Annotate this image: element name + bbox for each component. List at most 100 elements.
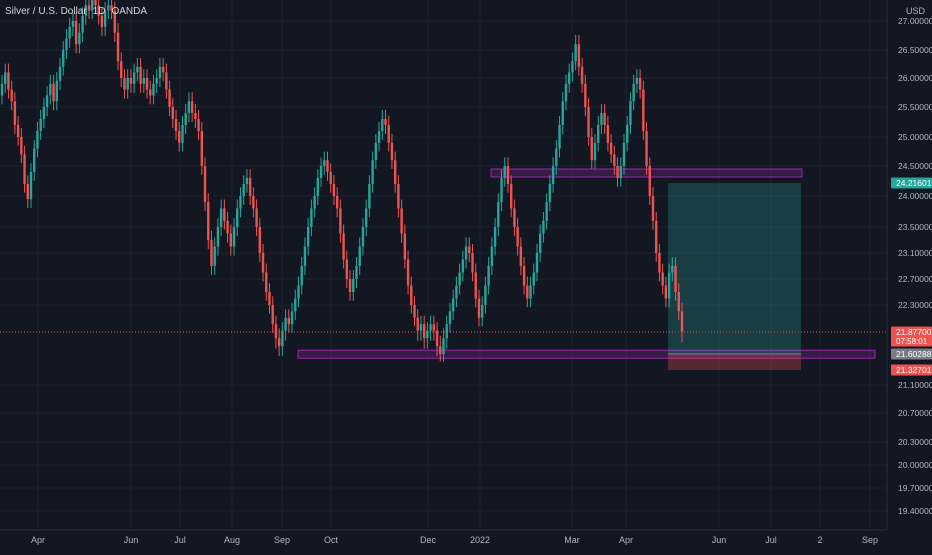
candle-body xyxy=(84,5,87,16)
candle-body xyxy=(310,208,313,227)
candle-body xyxy=(551,166,555,184)
candle-body xyxy=(619,166,622,178)
candle-body xyxy=(303,246,307,266)
candle-body xyxy=(29,172,33,200)
time-axis[interactable] xyxy=(0,530,932,550)
time-tick-label: 2022 xyxy=(470,535,490,545)
candle-body xyxy=(78,32,81,45)
candle-body xyxy=(671,266,674,273)
price-tag-text-stop: 21.32701 xyxy=(896,365,932,375)
candle-body xyxy=(374,142,378,161)
price-tick-label: 20.00000 xyxy=(898,460,932,470)
candle-body xyxy=(139,66,142,84)
candle-body xyxy=(255,208,258,227)
candle-body xyxy=(284,317,287,331)
chart-title: Silver / U.S. Dollar 1D OANDA xyxy=(5,6,153,17)
candle-body xyxy=(68,26,71,39)
candle-body xyxy=(397,184,400,209)
price-tick-label: 25.00000 xyxy=(898,132,932,142)
time-tick-label: Sep xyxy=(274,535,290,545)
candle-body xyxy=(200,131,204,166)
candle-body xyxy=(368,184,371,209)
candle-body xyxy=(294,298,297,312)
candle-body xyxy=(306,227,310,247)
candle-body xyxy=(216,227,220,247)
candle-body xyxy=(168,89,171,107)
candle-body xyxy=(81,15,84,33)
candle-body xyxy=(197,119,200,131)
candle-body xyxy=(448,311,452,325)
candle-body xyxy=(645,131,648,166)
candle-body xyxy=(52,83,55,102)
time-tick-label: Apr xyxy=(31,535,45,545)
price-axis-labels: 27.00000 26.50000 26.00000 25.50000 25.00000… xyxy=(898,16,932,516)
candle-body xyxy=(413,305,416,318)
candle-body xyxy=(355,266,358,279)
candle-body xyxy=(261,253,265,273)
candle-body xyxy=(393,160,397,184)
candles-layer xyxy=(0,0,684,362)
candle-body xyxy=(4,72,7,84)
price-tag-text-target: 24.21601 xyxy=(896,178,932,188)
candle-body xyxy=(71,21,75,27)
candle-body xyxy=(123,78,126,90)
price-tick-label: 25.50000 xyxy=(898,102,932,112)
candle-body xyxy=(149,89,152,96)
candle-body xyxy=(158,66,162,78)
candle-body xyxy=(184,113,187,125)
candle-body xyxy=(300,266,303,286)
candle-body xyxy=(497,202,500,227)
candle-body xyxy=(555,148,558,166)
candle-body xyxy=(609,142,613,155)
price-tick-label: 22.70000 xyxy=(898,274,932,284)
candle-body xyxy=(561,101,564,125)
candle-body xyxy=(529,285,532,299)
candle-body xyxy=(677,292,680,312)
candle-body xyxy=(622,142,626,166)
long-position-tool[interactable] xyxy=(668,183,801,370)
time-tick-label: Oct xyxy=(324,535,339,545)
candle-body xyxy=(274,324,278,339)
candle-body xyxy=(126,78,129,90)
candle-body xyxy=(45,95,49,107)
price-tick-label: 20.30000 xyxy=(898,437,932,447)
candle-body xyxy=(435,330,439,347)
price-tick-label: 27.00000 xyxy=(898,16,932,26)
candle-body xyxy=(442,338,445,355)
candle-body xyxy=(174,119,178,131)
candle-body xyxy=(490,246,494,266)
candle-body xyxy=(377,131,381,143)
candle-body xyxy=(36,131,39,149)
candle-body xyxy=(178,131,181,143)
candle-body xyxy=(571,61,574,73)
price-axis[interactable] xyxy=(887,0,932,530)
candle-body xyxy=(626,125,629,143)
candle-body xyxy=(461,259,465,273)
price-tag-last_price xyxy=(891,326,932,347)
price-tick-label: 24.00000 xyxy=(898,191,932,201)
candle-body xyxy=(616,166,619,178)
candle-body xyxy=(207,202,210,240)
candle-body xyxy=(287,317,291,325)
price-tag-countdown: 07:58:01 xyxy=(896,337,928,346)
candle-body xyxy=(480,305,484,318)
candle-body xyxy=(23,154,26,184)
candle-body xyxy=(477,298,481,318)
candle-body xyxy=(564,83,568,102)
candle-body xyxy=(236,208,239,227)
candle-body xyxy=(87,5,91,11)
candle-body xyxy=(281,330,284,347)
candle-body xyxy=(422,324,426,339)
time-axis-labels: Apr Jun Jul Aug Sep Oct Dec 2022 Mar Apr Jun Jul 2 Se… xyxy=(31,535,878,545)
candle-body xyxy=(271,305,274,325)
candle-body xyxy=(339,208,342,234)
candle-body xyxy=(655,220,658,253)
price-tag-target xyxy=(891,177,932,189)
candle-body xyxy=(574,44,577,62)
candle-body xyxy=(638,78,642,90)
candle-body xyxy=(526,285,529,299)
time-tick-label: 2 xyxy=(817,535,822,545)
candle-body xyxy=(187,101,191,113)
